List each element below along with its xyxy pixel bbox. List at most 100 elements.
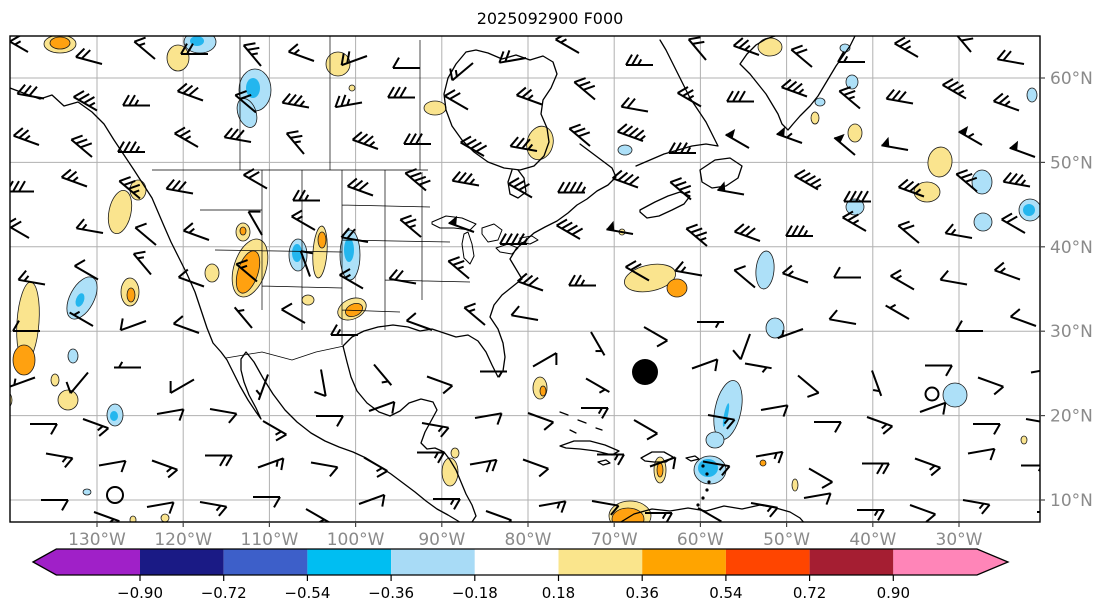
wind-barb xyxy=(862,462,890,475)
negative-anomaly-blob xyxy=(617,144,633,156)
colorbar-segment xyxy=(391,549,475,575)
wind-barb xyxy=(234,90,257,114)
wind-barb xyxy=(590,331,606,356)
wind-barb xyxy=(1021,464,1040,472)
positive-anomaly-blob xyxy=(239,226,247,236)
wind-barb xyxy=(556,218,584,240)
wind-barb xyxy=(760,404,789,417)
wind-barb xyxy=(1009,308,1037,327)
positive-anomaly-blob xyxy=(317,231,327,249)
island-jamaica xyxy=(597,459,611,466)
open-circle-marker xyxy=(924,386,940,402)
positive-anomaly-blob xyxy=(1020,435,1028,445)
wind-barb xyxy=(611,169,640,189)
wind-barb xyxy=(744,362,772,373)
wind-barb xyxy=(885,303,910,320)
wind-barb xyxy=(685,223,708,247)
wind-barb xyxy=(156,408,185,421)
wind-barb xyxy=(480,370,507,378)
wind-barb xyxy=(314,369,327,398)
wind-barb xyxy=(581,407,609,419)
wind-barb xyxy=(253,496,281,508)
wind-barb xyxy=(65,371,89,394)
wind-barb xyxy=(814,421,842,433)
positive-anomaly-blob xyxy=(301,294,315,306)
wind-barb xyxy=(16,83,45,100)
wind-barb xyxy=(516,272,544,292)
wind-barb xyxy=(833,266,861,279)
positive-anomaly-blob xyxy=(345,302,363,318)
colorbar-segment xyxy=(725,549,810,575)
wind-barb xyxy=(12,320,40,332)
wind-barb xyxy=(316,415,344,427)
negative-anomaly-blob xyxy=(973,212,993,232)
wind-barb xyxy=(235,259,258,283)
wind-barb xyxy=(897,178,925,198)
grid-lines xyxy=(10,36,1040,522)
wind-barb xyxy=(992,92,1020,112)
positive-anomaly-blob xyxy=(759,459,767,467)
wind-barb xyxy=(299,250,313,277)
wind-barb xyxy=(404,168,431,192)
wind-barbs-group xyxy=(10,36,1040,522)
wind-barb xyxy=(463,302,486,326)
wind-barb xyxy=(944,223,973,239)
wind-barb xyxy=(180,43,208,55)
negative-anomaly-blob xyxy=(190,36,204,46)
storm-position-dot xyxy=(632,359,658,385)
colorbar-tick-label: −0.90 xyxy=(117,584,163,602)
wind-barb xyxy=(585,377,610,394)
wind-barb xyxy=(620,96,649,113)
wind-barb xyxy=(843,190,871,203)
wind-barb xyxy=(255,374,269,401)
positive-anomaly-blob xyxy=(757,37,783,57)
colorbar-group: −0.90 −0.72 −0.54 −0.36 −0.18 0.18 0.36 0.54 0.7… xyxy=(31,548,1010,602)
colorbar-segment xyxy=(223,549,308,575)
wind-barb xyxy=(1001,212,1026,234)
wind-barb xyxy=(717,181,745,196)
negative-anomaly-blob xyxy=(75,293,85,307)
wind-barb xyxy=(697,507,722,522)
wind-barb xyxy=(340,51,368,67)
wind-barb xyxy=(262,420,287,442)
positive-anomaly-blob xyxy=(325,51,351,77)
wind-barb xyxy=(405,312,433,331)
wind-barb xyxy=(292,189,320,202)
colorbar-tick-label: 0.72 xyxy=(793,584,826,602)
wind-barb xyxy=(643,326,668,348)
negative-anomaly-blob xyxy=(705,431,725,449)
wind-barb xyxy=(803,492,832,505)
wind-barb xyxy=(119,318,147,332)
island-nova-scotia xyxy=(639,191,691,219)
positive-anomaly-blob xyxy=(450,447,460,459)
negative-anomaly-blob xyxy=(1026,87,1038,103)
positive-anomaly-blob xyxy=(57,389,79,411)
wind-barb xyxy=(956,36,974,53)
negative-anomaly-blob xyxy=(110,411,118,421)
wind-barb xyxy=(310,461,339,478)
wind-barb xyxy=(151,459,179,479)
wind-barb xyxy=(498,50,527,64)
lat-tick-label: 30°N xyxy=(1050,322,1093,342)
lat-tick-label: 50°N xyxy=(1050,153,1093,173)
wind-barb xyxy=(557,181,587,194)
wind-barb xyxy=(41,499,69,511)
positive-anomaly-blob xyxy=(810,111,820,125)
wind-barb xyxy=(75,218,104,234)
wind-barb xyxy=(871,370,883,397)
wind-barb xyxy=(182,222,210,241)
negative-anomaly-blob xyxy=(344,238,354,262)
wind-barb xyxy=(702,460,731,477)
wind-barb xyxy=(591,500,620,516)
wind-barb xyxy=(118,176,141,200)
lat-tick-label: 20°N xyxy=(1050,407,1093,427)
wind-barb xyxy=(697,321,724,329)
wind-barb xyxy=(93,511,121,522)
state-province-borders xyxy=(152,36,471,361)
wind-barb xyxy=(522,458,550,478)
wind-barb xyxy=(993,261,1021,281)
wind-barb xyxy=(890,269,915,291)
wind-barb xyxy=(1030,369,1040,374)
positive-anomaly-blob xyxy=(348,84,356,92)
